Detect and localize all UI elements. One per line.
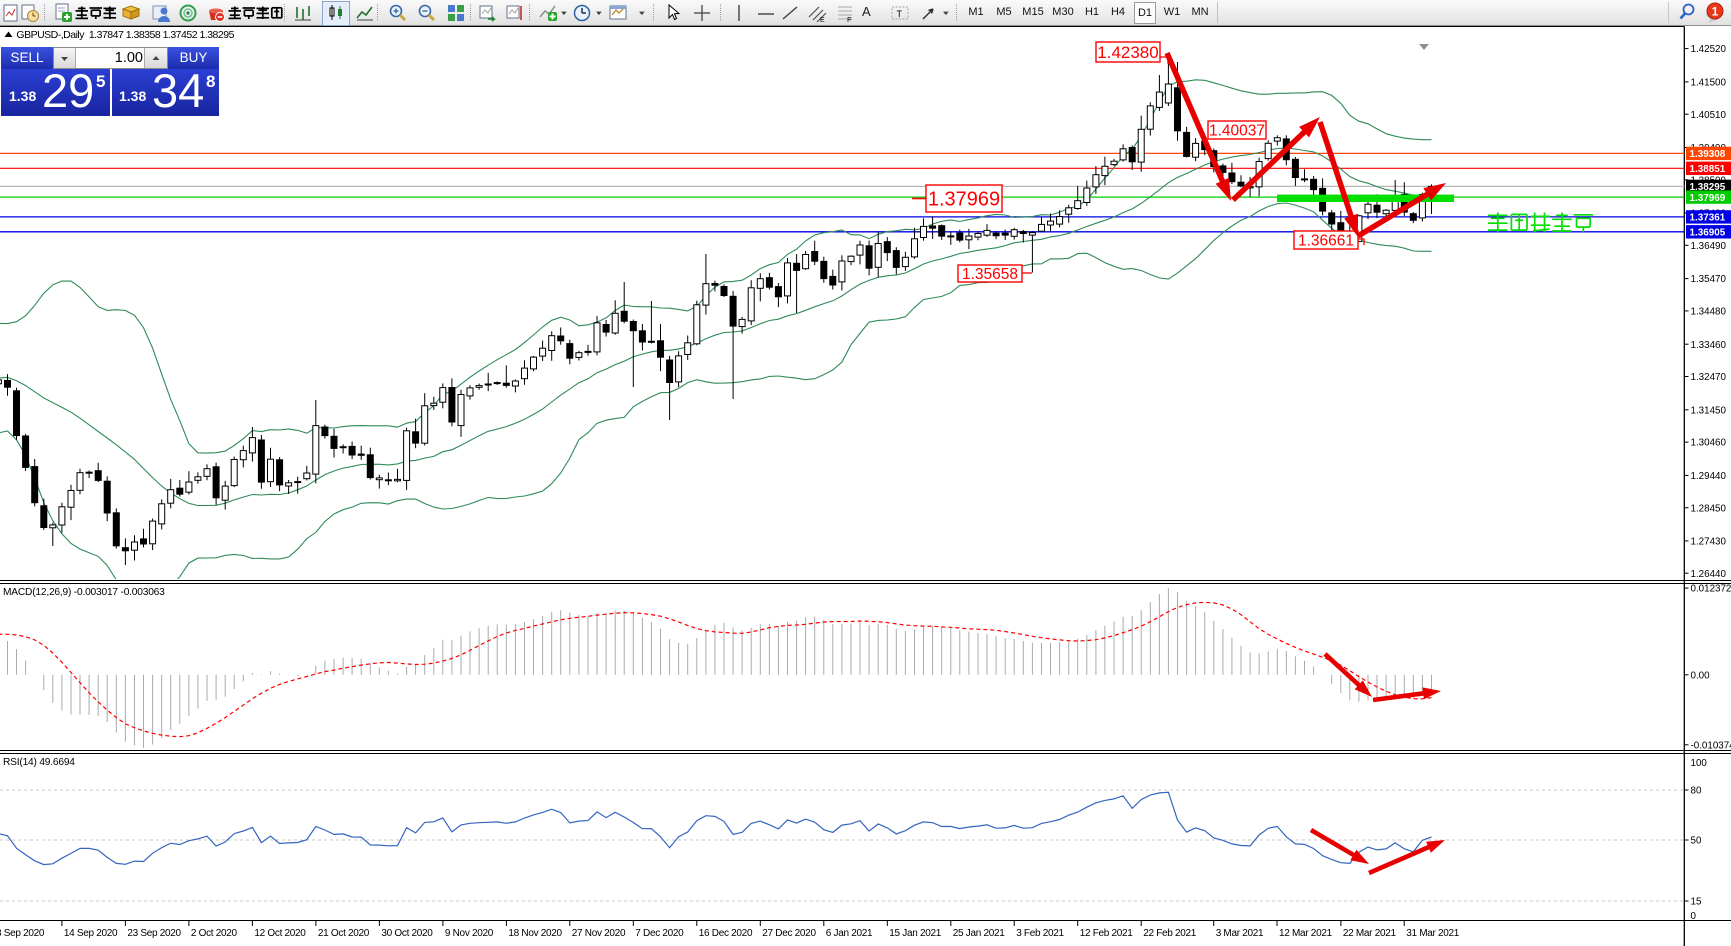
- svg-text:100: 100: [1691, 758, 1708, 769]
- svg-text:0.00: 0.00: [1691, 670, 1711, 681]
- svg-text:12 Oct 2020: 12 Oct 2020: [254, 928, 306, 939]
- svg-text:1.40037: 1.40037: [1209, 123, 1265, 140]
- svg-text:1.30460: 1.30460: [1691, 438, 1727, 449]
- svg-text:1.31450: 1.31450: [1691, 405, 1727, 416]
- svg-text:1.37361: 1.37361: [1690, 213, 1726, 224]
- svg-text:1.32470: 1.32470: [1691, 372, 1727, 383]
- svg-text:RSI(14) 49.6694: RSI(14) 49.6694: [3, 757, 75, 768]
- svg-text:22 Mar 2021: 22 Mar 2021: [1343, 928, 1397, 939]
- svg-text:6 Jan 2021: 6 Jan 2021: [826, 928, 873, 939]
- svg-text:1.36490: 1.36490: [1691, 241, 1727, 252]
- svg-text:1.37969: 1.37969: [1690, 193, 1726, 204]
- svg-text:23 Sep 2020: 23 Sep 2020: [127, 928, 181, 939]
- svg-text:E: E: [820, 17, 825, 23]
- svg-text:1.40510: 1.40510: [1691, 110, 1727, 121]
- svg-text:1: 1: [1712, 5, 1719, 19]
- svg-text:16 Dec 2020: 16 Dec 2020: [699, 928, 753, 939]
- svg-text:7 Dec 2020: 7 Dec 2020: [635, 928, 684, 939]
- svg-text:0.012372: 0.012372: [1691, 584, 1731, 595]
- svg-text:1.41500: 1.41500: [1691, 78, 1727, 89]
- svg-text:3 Sep 2020: 3 Sep 2020: [0, 928, 45, 939]
- svg-text:-0.010374: -0.010374: [1691, 740, 1731, 751]
- svg-text:1.33460: 1.33460: [1691, 340, 1727, 351]
- svg-text:3 Feb 2021: 3 Feb 2021: [1016, 928, 1064, 939]
- svg-text:21 Oct 2020: 21 Oct 2020: [318, 928, 370, 939]
- svg-text:0: 0: [1691, 911, 1697, 922]
- svg-text:1.35658: 1.35658: [962, 266, 1018, 283]
- svg-text:50: 50: [1691, 836, 1702, 847]
- svg-text:15: 15: [1691, 897, 1702, 908]
- svg-text:1.26440: 1.26440: [1691, 569, 1727, 580]
- svg-text:27 Nov 2020: 27 Nov 2020: [572, 928, 626, 939]
- svg-text:31 Mar 2021: 31 Mar 2021: [1406, 928, 1460, 939]
- svg-text:9 Nov 2020: 9 Nov 2020: [445, 928, 494, 939]
- svg-text:T: T: [897, 9, 903, 19]
- svg-text:1.42380: 1.42380: [1097, 43, 1158, 62]
- svg-text:80: 80: [1691, 786, 1702, 797]
- svg-text:1.34480: 1.34480: [1691, 307, 1727, 318]
- svg-text:1.36905: 1.36905: [1690, 228, 1726, 239]
- svg-text:1.39308: 1.39308: [1690, 149, 1726, 160]
- svg-text:22 Feb 2021: 22 Feb 2021: [1143, 928, 1197, 939]
- svg-text:25 Jan 2021: 25 Jan 2021: [953, 928, 1005, 939]
- svg-text:15 Jan 2021: 15 Jan 2021: [889, 928, 941, 939]
- svg-text:1.42520: 1.42520: [1691, 44, 1727, 55]
- svg-text:1.38851: 1.38851: [1690, 164, 1726, 175]
- svg-text:12 Feb 2021: 12 Feb 2021: [1080, 928, 1134, 939]
- svg-text:3 Mar 2021: 3 Mar 2021: [1216, 928, 1264, 939]
- svg-text:18 Nov 2020: 18 Nov 2020: [508, 928, 562, 939]
- svg-text:1.28450: 1.28450: [1691, 503, 1727, 514]
- svg-text:1.37969: 1.37969: [928, 189, 1000, 211]
- svg-text:2 Oct 2020: 2 Oct 2020: [191, 928, 238, 939]
- svg-text:F: F: [847, 15, 852, 23]
- svg-text:12 Mar 2021: 12 Mar 2021: [1279, 928, 1333, 939]
- svg-text:14 Sep 2020: 14 Sep 2020: [64, 928, 118, 939]
- svg-text:1.27430: 1.27430: [1691, 537, 1727, 548]
- svg-text:1.29440: 1.29440: [1691, 471, 1727, 482]
- svg-text:1.35470: 1.35470: [1691, 274, 1727, 285]
- svg-text:1.38295: 1.38295: [1690, 182, 1726, 193]
- svg-text:30 Oct 2020: 30 Oct 2020: [381, 928, 433, 939]
- svg-text:MACD(12,26,9) -0.003017 -0.003: MACD(12,26,9) -0.003017 -0.003063: [3, 587, 165, 598]
- svg-text:27 Dec 2020: 27 Dec 2020: [762, 928, 816, 939]
- svg-text:1.36661: 1.36661: [1298, 233, 1354, 250]
